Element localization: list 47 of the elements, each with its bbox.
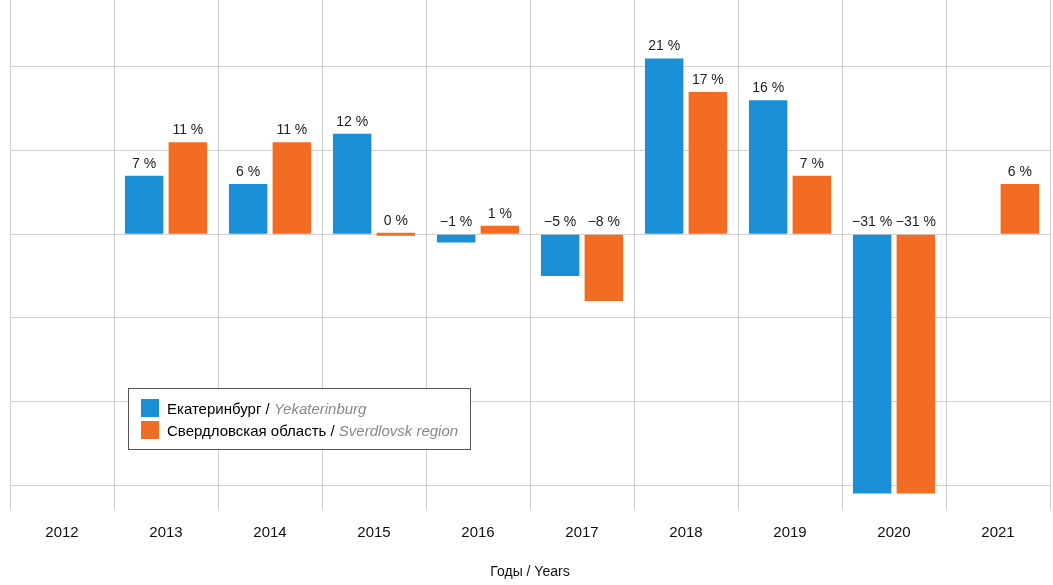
data-label: 6 %	[236, 162, 261, 179]
bar	[436, 234, 476, 243]
data-label: 7 %	[799, 154, 824, 171]
bar	[852, 234, 892, 494]
x-tick-label: 2012	[45, 523, 79, 541]
data-label: −5 %	[544, 213, 577, 230]
x-tick-label: 2016	[461, 523, 495, 541]
x-tick-label: 2021	[981, 523, 1015, 541]
bar	[272, 142, 312, 234]
x-tick-label: 2014	[253, 523, 287, 541]
data-label: 12 %	[336, 112, 369, 129]
data-label: 6 %	[1007, 162, 1032, 179]
bar	[748, 100, 788, 234]
x-tick-label: 2020	[877, 523, 911, 541]
data-label: 0 %	[383, 211, 408, 228]
bar	[688, 92, 728, 234]
x-tick-label: 2017	[565, 523, 599, 541]
x-axis-title: Годы / Years	[490, 563, 570, 580]
legend-label: Свердловская область / Sverdlovsk region	[167, 421, 459, 439]
bar	[228, 184, 268, 234]
data-label: 7 %	[132, 154, 157, 171]
x-tick-label: 2015	[357, 523, 391, 541]
bar	[332, 133, 372, 234]
data-label: 1 %	[487, 204, 512, 221]
bar	[480, 225, 520, 234]
data-label: 11 %	[172, 121, 204, 138]
data-label: −1 %	[440, 213, 473, 230]
bar	[1000, 184, 1040, 234]
bar	[584, 234, 624, 302]
bar	[168, 142, 208, 234]
bar	[644, 58, 684, 234]
legend-label: Екатеринбург / Yekaterinburg	[167, 399, 367, 417]
bar	[896, 234, 936, 494]
data-label: 11 %	[276, 121, 308, 138]
bar	[540, 234, 580, 277]
x-tick-label: 2018	[669, 523, 703, 541]
data-label: −8 %	[587, 213, 620, 230]
data-label: −31 %	[852, 213, 893, 230]
data-label: 21 %	[648, 37, 681, 54]
bar	[792, 175, 832, 234]
x-tick-label: 2013	[149, 523, 183, 541]
bar	[124, 175, 164, 234]
data-label: 16 %	[752, 79, 785, 96]
data-label: 17 %	[691, 70, 724, 87]
bar	[376, 232, 416, 236]
x-tick-label: 2019	[773, 523, 807, 541]
data-label: −31 %	[895, 213, 936, 230]
